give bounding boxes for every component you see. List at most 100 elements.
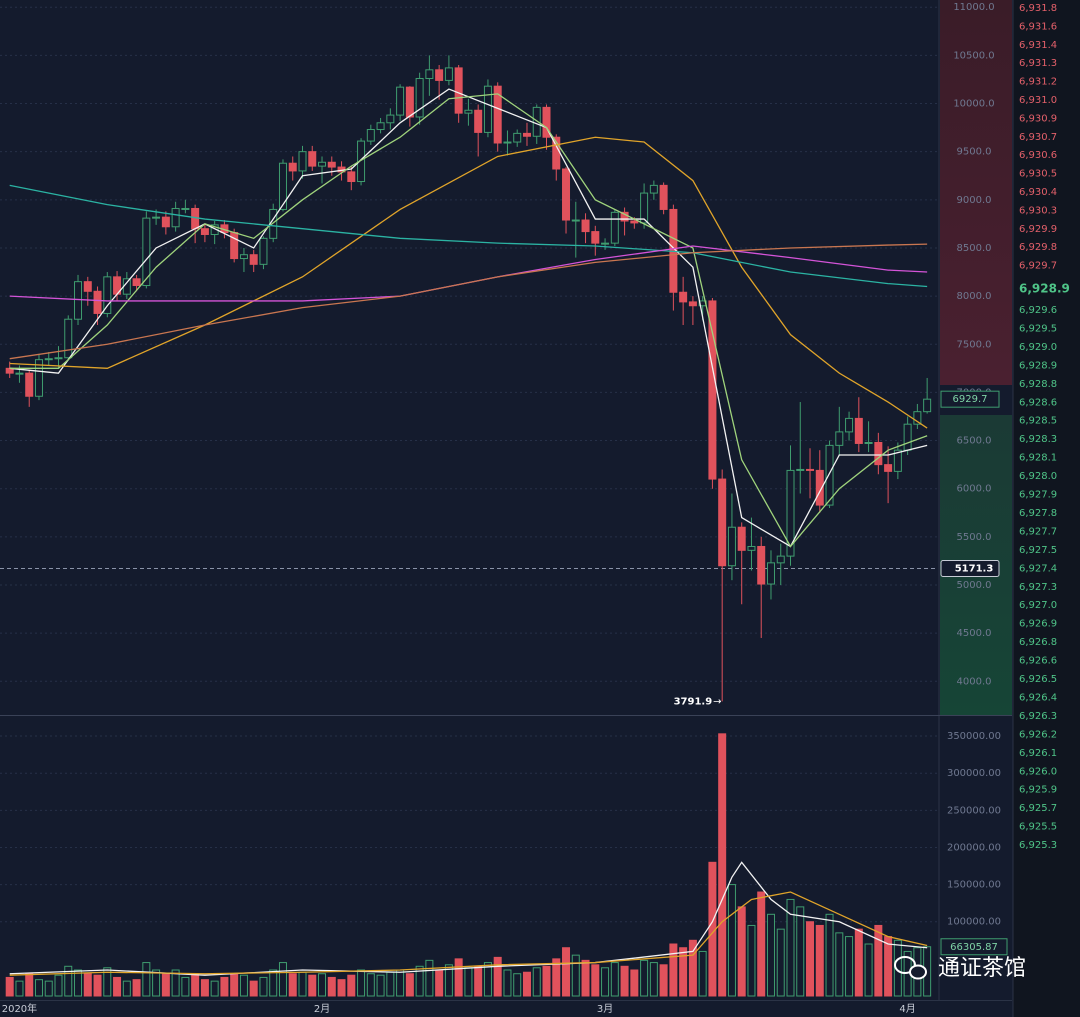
volume-bar xyxy=(630,969,639,997)
ma-line xyxy=(9,184,928,288)
volume-bar xyxy=(562,947,571,997)
candle-body xyxy=(727,526,736,567)
volume-bar xyxy=(54,974,63,997)
volume-bar xyxy=(425,959,434,997)
candle-body xyxy=(923,398,932,413)
bid-price: 6,927.9 xyxy=(1019,490,1057,501)
y-tick-label: 7500.0 xyxy=(957,339,992,350)
volume-bar xyxy=(513,973,522,997)
volume-bar xyxy=(610,962,619,997)
bid-price: 6,925.3 xyxy=(1019,840,1057,851)
candle-body xyxy=(718,478,727,567)
volume-bar xyxy=(601,967,610,997)
ma-line xyxy=(9,243,928,360)
candle-body xyxy=(327,161,336,168)
volume-bar xyxy=(376,974,385,997)
y-tick-label: 9000.0 xyxy=(957,195,992,206)
bid-price: 6,928.1 xyxy=(1019,453,1057,464)
volume-bar xyxy=(532,967,541,997)
volume-bar xyxy=(142,962,151,997)
candle-body xyxy=(444,67,453,81)
volume-bar xyxy=(581,959,590,997)
volume-bar xyxy=(669,943,678,997)
volume-bar xyxy=(210,980,219,997)
volume-bar xyxy=(737,906,746,997)
candle-body xyxy=(308,151,317,167)
volume-bar xyxy=(405,973,414,997)
y2-tick-label: 150000.00 xyxy=(947,880,1001,891)
candle-body xyxy=(581,219,590,233)
volume-bar xyxy=(396,969,405,997)
bid-price: 6,928.3 xyxy=(1019,434,1057,445)
volume-bar xyxy=(825,913,834,997)
volume-bar xyxy=(845,936,854,997)
y-tick-label: 8000.0 xyxy=(957,291,992,302)
candle-body xyxy=(34,359,43,397)
y-tick-label: 5500.0 xyxy=(957,532,992,543)
volume-bar xyxy=(884,936,893,997)
volume-bar xyxy=(815,924,824,997)
ask-price: 6,930.6 xyxy=(1019,150,1057,161)
candle-body xyxy=(679,291,688,303)
bid-price: 6,926.0 xyxy=(1019,766,1057,777)
volume-bar xyxy=(542,965,551,997)
candle-body xyxy=(83,281,92,292)
y2-tick-label: 300000.00 xyxy=(947,768,1001,779)
bid-price: 6,928.0 xyxy=(1019,471,1057,482)
candle-body xyxy=(757,545,766,585)
ask-price: 6,930.7 xyxy=(1019,132,1057,143)
volume-bar xyxy=(83,973,92,997)
last-price-label: 6929.7 xyxy=(953,394,988,405)
candle-body xyxy=(835,431,844,446)
bid-price: 6,926.6 xyxy=(1019,656,1057,667)
volume-bar xyxy=(93,974,102,997)
candle-body xyxy=(357,140,366,183)
candle-body xyxy=(766,562,775,585)
volume-bar xyxy=(386,971,395,997)
candle-body xyxy=(493,85,502,144)
bid-price: 6,926.9 xyxy=(1019,619,1057,630)
volume-bar xyxy=(679,947,688,997)
candle-body xyxy=(376,122,385,131)
volume-bar xyxy=(698,950,707,997)
volume-bar xyxy=(620,965,629,997)
candle-body xyxy=(278,162,287,210)
ma-line xyxy=(9,136,928,429)
volume-bar xyxy=(122,980,131,997)
y-tick-label: 4000.0 xyxy=(957,676,992,687)
volume-bar xyxy=(483,962,492,997)
candle-body xyxy=(708,300,717,480)
candle-body xyxy=(366,129,375,142)
volume-bar xyxy=(239,974,248,997)
candle-body xyxy=(503,141,512,144)
volume-bar xyxy=(786,898,795,997)
candle-body xyxy=(893,449,902,472)
wechat-icon xyxy=(909,964,927,980)
candle-body xyxy=(161,216,170,228)
volume-bar xyxy=(874,924,883,997)
candle-body xyxy=(786,469,795,557)
candle-body xyxy=(903,423,912,451)
candle-body xyxy=(610,211,619,244)
volume-bar xyxy=(864,943,873,997)
volume-bar xyxy=(181,976,190,997)
ask-price: 6,929.8 xyxy=(1019,242,1057,253)
volume-bar xyxy=(298,971,307,997)
candle-body xyxy=(259,237,268,265)
volume-bar xyxy=(337,979,346,997)
candle-body xyxy=(93,290,102,314)
last-trade-price: 6,928.9 xyxy=(1019,282,1070,296)
y-tick-label: 9500.0 xyxy=(957,147,992,158)
bid-price: 6,929.6 xyxy=(1019,305,1057,316)
candle-body xyxy=(825,444,834,506)
last-price-box xyxy=(940,390,1000,408)
ask-price: 6,931.2 xyxy=(1019,77,1057,88)
bid-price: 6,928.5 xyxy=(1019,416,1057,427)
crosshair-box xyxy=(940,560,1000,578)
ask-price: 6,931.4 xyxy=(1019,40,1057,51)
candle-body xyxy=(688,301,697,307)
volume-bar xyxy=(571,954,580,997)
y-tick-label: 10500.0 xyxy=(953,50,994,61)
